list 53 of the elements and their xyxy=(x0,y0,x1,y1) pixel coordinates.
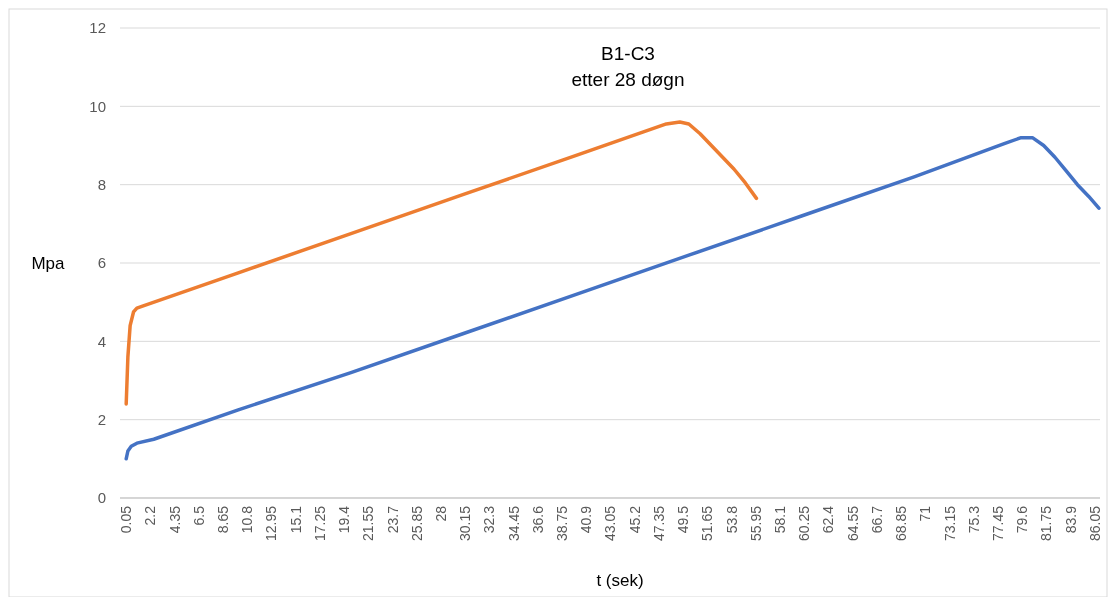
y-tick-label: 10 xyxy=(89,97,106,115)
x-tick-label: 45.2 xyxy=(626,505,643,534)
x-tick-label: 64.55 xyxy=(844,505,861,542)
y-tick-label: 12 xyxy=(89,19,106,37)
x-tick-label: 58.1 xyxy=(771,505,788,534)
x-tick-label: 12.95 xyxy=(263,505,280,542)
x-tick-label: 30.15 xyxy=(457,505,474,542)
x-tick-label: 75.3 xyxy=(965,505,982,534)
x-tick-label: 8.65 xyxy=(214,505,231,534)
x-tick-label: 49.5 xyxy=(675,505,692,534)
x-tick-label: 23.7 xyxy=(384,505,401,534)
x-tick-label: 83.9 xyxy=(1062,505,1079,534)
x-tick-label: 25.85 xyxy=(408,505,425,542)
text: B1-C3 etter 28 døgn xyxy=(571,43,685,90)
x-tick-label: 2.2 xyxy=(142,505,159,526)
y-tick-label: 6 xyxy=(97,254,106,272)
x-tick-label: 86.05 xyxy=(1086,505,1103,542)
x-tick-label: 73.15 xyxy=(941,505,958,542)
x-tick-label: 51.65 xyxy=(699,505,716,542)
x-tick-label: 68.85 xyxy=(893,505,910,542)
y-tick-label: 8 xyxy=(97,175,106,193)
line-series xyxy=(124,120,759,406)
y-axis-title: Mpa xyxy=(31,253,66,273)
x-tick-label: 66.7 xyxy=(868,505,885,534)
line-series xyxy=(124,135,1101,461)
x-tick-label: 0.05 xyxy=(118,505,135,534)
x-tick-label: 47.35 xyxy=(650,505,667,542)
x-tick-label: 19.4 xyxy=(336,505,353,534)
x-tick-label: 4.35 xyxy=(166,505,183,534)
x-axis-title: t (sek) xyxy=(596,571,644,590)
x-tick-label: 36.6 xyxy=(529,505,546,534)
x-tick-label: 32.3 xyxy=(481,505,498,534)
y-tick-label: 4 xyxy=(97,332,106,350)
x-tick-label: 53.8 xyxy=(723,505,740,534)
x-tick-label: 34.45 xyxy=(505,505,522,542)
y-tick-label: 2 xyxy=(97,410,106,428)
x-tick-label: 43.05 xyxy=(602,505,619,542)
x-tick-label: 71 xyxy=(917,505,934,522)
x-tick-label: 77.45 xyxy=(989,505,1006,542)
x-tick-label: 15.1 xyxy=(287,505,304,534)
x-tick-label: 79.6 xyxy=(1014,505,1031,534)
x-tick-label: 55.95 xyxy=(747,505,764,542)
x-tick-label: 40.9 xyxy=(578,505,595,534)
y-tick-label: 0 xyxy=(97,489,106,507)
x-tick-label: 81.75 xyxy=(1038,505,1055,542)
x-tick-label: 28 xyxy=(432,505,449,522)
x-tick-label: 10.8 xyxy=(239,505,256,534)
x-tick-label: 60.25 xyxy=(796,505,813,542)
x-tick-label: 17.25 xyxy=(311,505,328,542)
x-tick-label: 6.5 xyxy=(190,505,207,526)
x-tick-label: 62.4 xyxy=(820,505,837,534)
x-tick-label: 21.55 xyxy=(360,505,377,542)
x-tick-label: 38.75 xyxy=(554,505,571,542)
